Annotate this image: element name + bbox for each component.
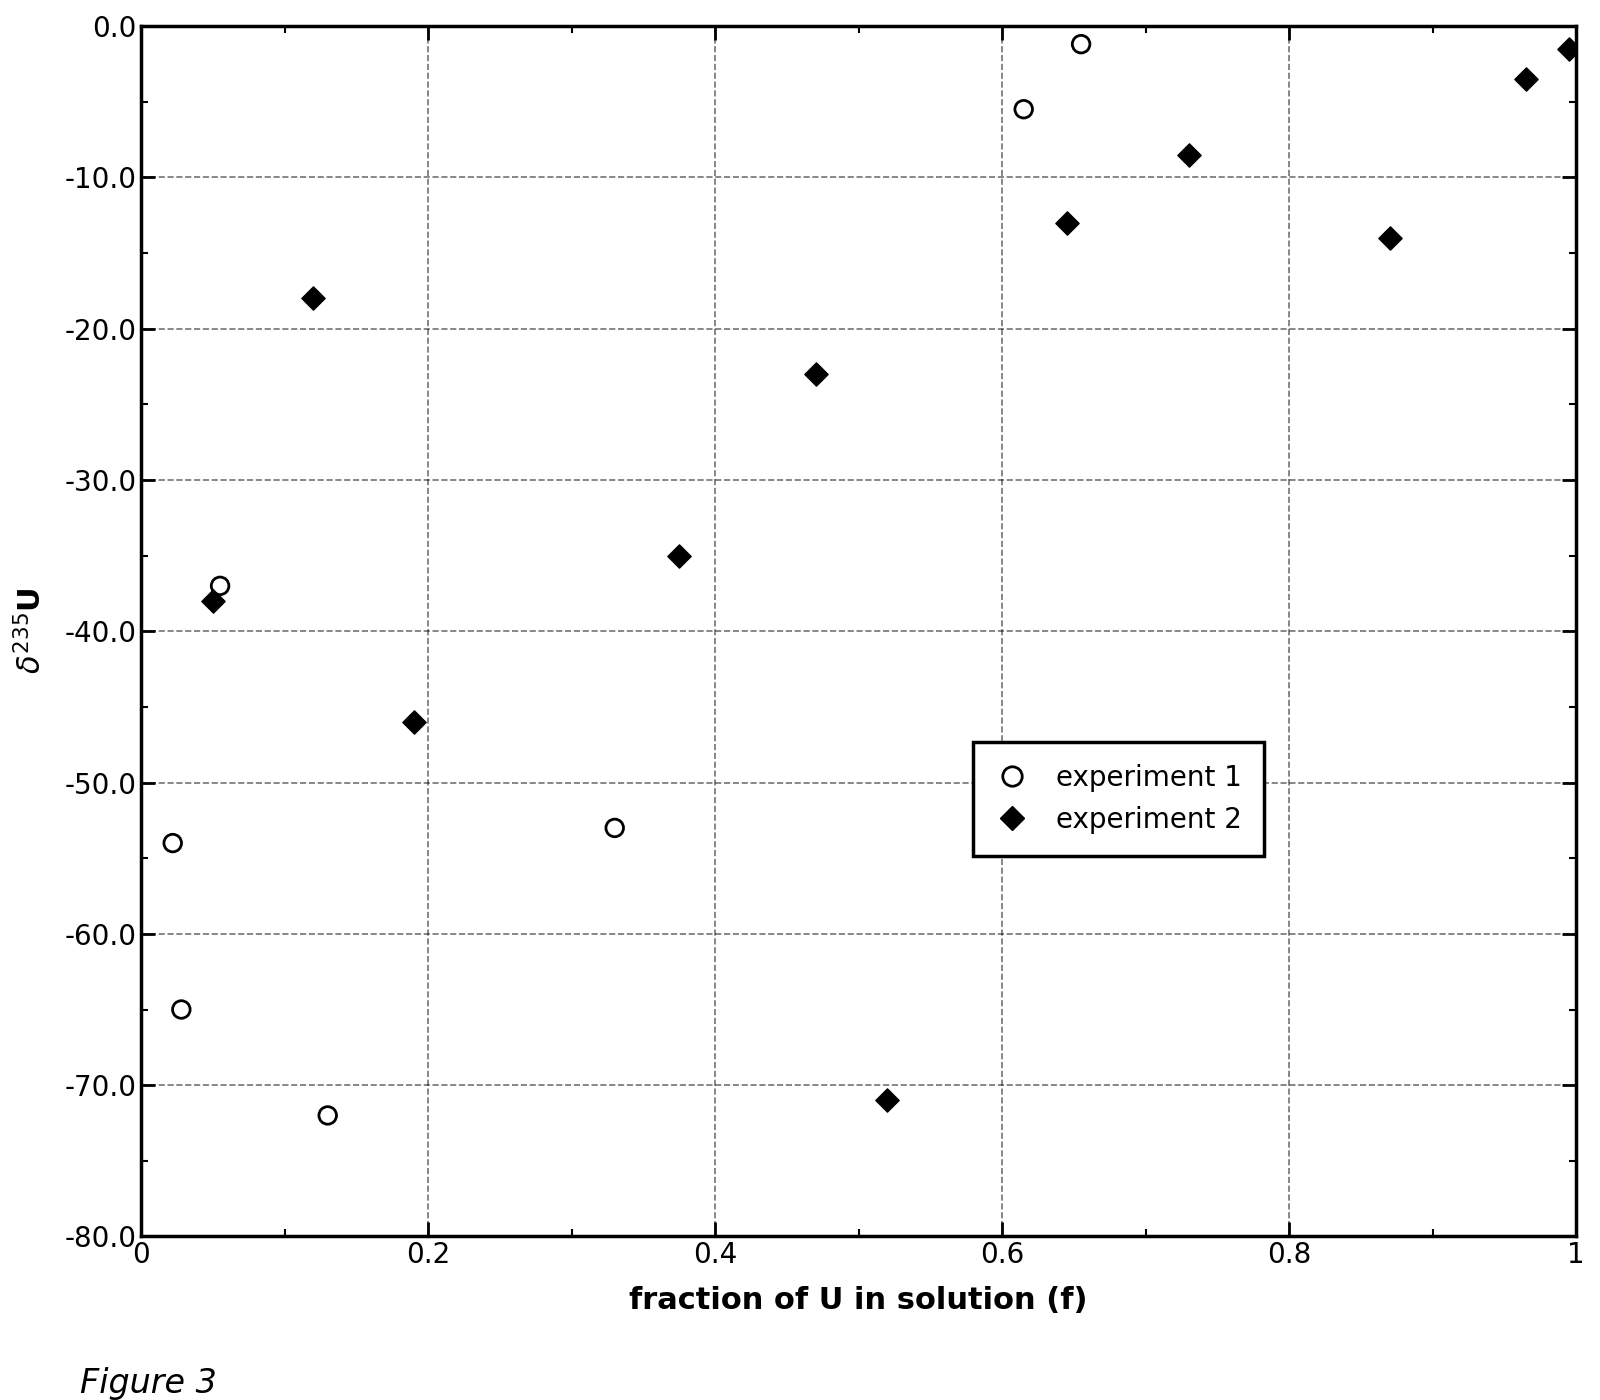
experiment 1 (168, 998, 194, 1021)
experiment 1 (208, 574, 234, 596)
experiment 2 (667, 545, 693, 567)
experiment 2 (301, 287, 326, 309)
experiment 2 (1176, 143, 1202, 165)
Y-axis label: $\delta^{235}$U: $\delta^{235}$U (14, 588, 48, 675)
Legend: experiment 1, experiment 2: experiment 1, experiment 2 (973, 742, 1264, 857)
experiment 2 (803, 363, 829, 385)
X-axis label: fraction of U in solution (f): fraction of U in solution (f) (629, 1287, 1088, 1315)
experiment 1 (315, 1105, 341, 1127)
experiment 2 (1557, 38, 1582, 60)
experiment 2 (1054, 211, 1080, 234)
experiment 1 (1069, 34, 1094, 56)
experiment 2 (1514, 67, 1539, 90)
experiment 1 (160, 832, 186, 854)
experiment 1 (1011, 98, 1037, 120)
experiment 2 (875, 1089, 901, 1112)
Text: Figure 3: Figure 3 (80, 1366, 218, 1400)
experiment 2 (402, 711, 427, 734)
experiment 1 (602, 816, 627, 839)
experiment 2 (200, 589, 226, 612)
experiment 2 (1378, 227, 1403, 249)
